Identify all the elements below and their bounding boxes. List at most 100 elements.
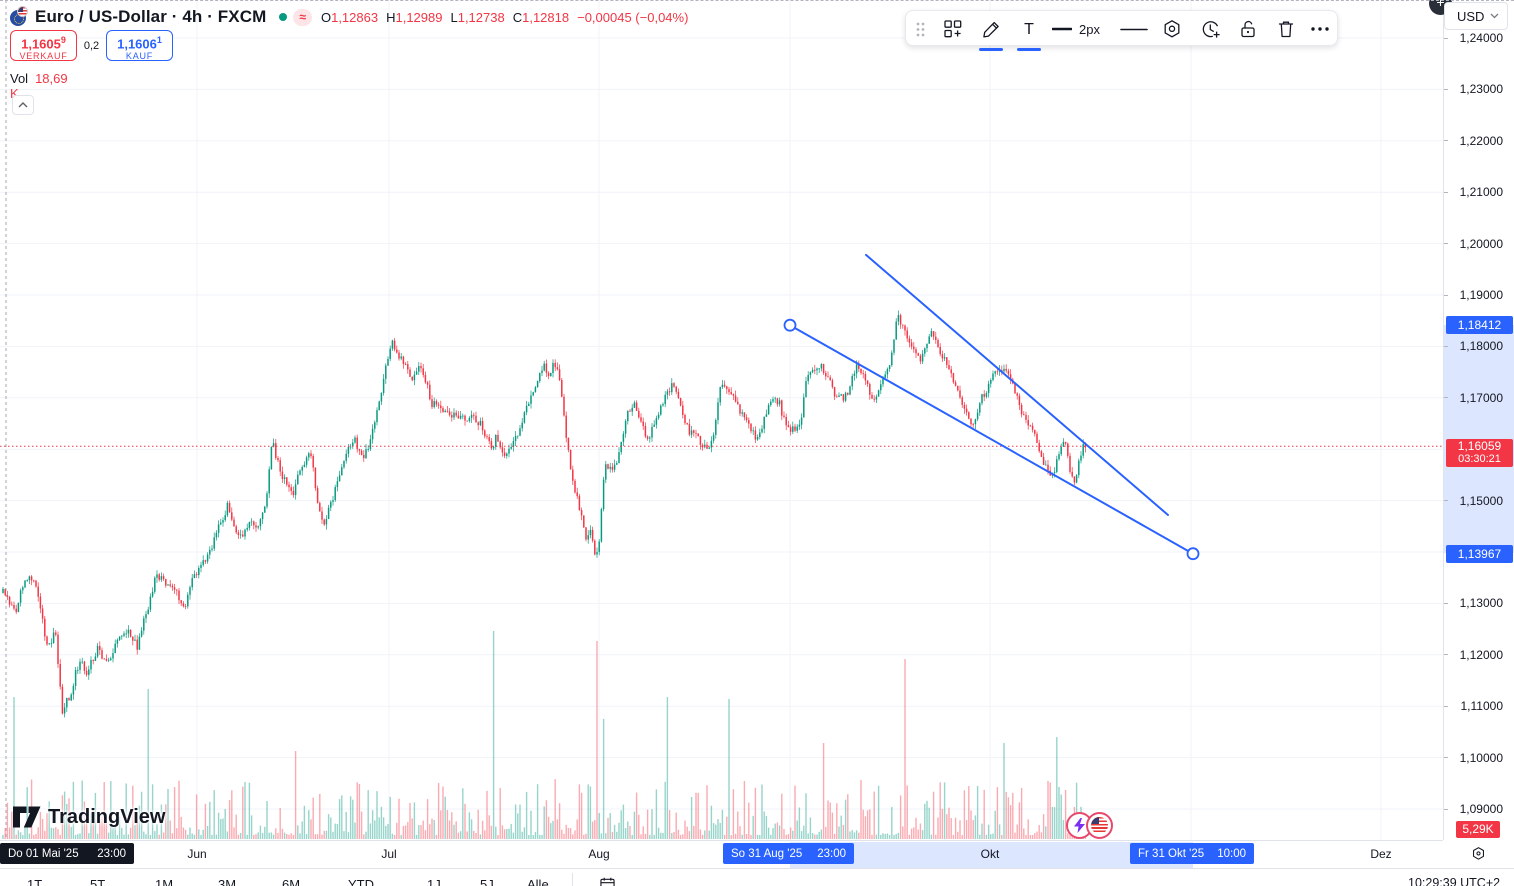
range-button-5j[interactable]: 5J: [480, 877, 494, 886]
line-style-button[interactable]: [1114, 11, 1154, 47]
settings-button[interactable]: [1154, 11, 1190, 47]
vline-time: 23:00: [97, 847, 126, 860]
buy-button[interactable]: 1,16061 KAUF: [106, 30, 173, 61]
ohlc-o: O1,12863: [320, 9, 379, 25]
volume-indicator-value: 18,69 K: [10, 71, 68, 101]
capture-dashed-top-edge: [0, 0, 1514, 1]
price-axis-label: 1,13000: [1459, 596, 1503, 611]
drawing-anchor-handle[interactable]: [1186, 547, 1200, 561]
price-axis-tick: [1444, 602, 1448, 604]
drawing-high-price-label: 1,18412: [1446, 316, 1513, 335]
price-axis-tick: [1444, 757, 1448, 759]
price-axis-label: 1,17000: [1459, 390, 1503, 405]
ohlc-change: −0,00045 (−0,04%): [577, 9, 689, 25]
go-to-date-calendar-icon[interactable]: [600, 877, 615, 886]
candles: [2, 310, 1087, 718]
gear-nut-icon: [1164, 20, 1180, 38]
time-axis-drawing-range-highlight: [790, 842, 1193, 868]
vertical-line-time-label: Do 01 Mai '25 23:00: [0, 843, 134, 864]
add-alert-button[interactable]: [1192, 11, 1228, 47]
drawing-low-price-label: 1,13967: [1446, 544, 1513, 563]
buy-price: 1,1606: [117, 36, 157, 52]
tradingview-mark-icon: [13, 806, 41, 828]
price-axis-label: 1,23000: [1459, 82, 1503, 97]
range-button-1j[interactable]: 1J: [427, 877, 441, 886]
price-axis-label: 1,11000: [1460, 699, 1504, 714]
event-us-flag-icon[interactable]: [1086, 812, 1113, 839]
template-icon: [944, 20, 962, 38]
time-axis[interactable]: Do 01 Mai '25 23:00 So 31 Aug '25 23:00 …: [0, 840, 1514, 868]
vline-date: Do 01 Mai '25: [8, 847, 79, 860]
drawing-anchor-handle[interactable]: [783, 318, 797, 332]
svg-text:T: T: [1024, 21, 1034, 38]
ohlc-l: L1,12738: [450, 9, 505, 25]
price-axis-drawing-range-highlight: [1444, 325, 1514, 553]
lock-button[interactable]: [1230, 11, 1266, 47]
drawing-anchor1-time-label: So 31 Aug '25 23:00: [723, 843, 854, 864]
anchor1-date: So 31 Aug '25: [731, 847, 803, 860]
anchor2-date: Fr 31 Okt '25: [1138, 847, 1205, 860]
tradingview-logo[interactable]: TradingView: [13, 804, 165, 830]
eurusd-pair-icon[interactable]: [10, 6, 28, 26]
price-axis-label: 1,22000: [1459, 133, 1503, 148]
price-axis[interactable]: 1,18412 1,16059 03:30:21 1,13967 5,29K 1…: [1443, 0, 1514, 840]
market-open-dot: [279, 13, 288, 21]
pencil-icon: [982, 21, 999, 38]
delete-button[interactable]: [1268, 11, 1304, 47]
price-axis-label: 1,21000: [1459, 185, 1503, 200]
line-width-value: 2px: [1079, 21, 1100, 37]
price-axis-tick: [1444, 705, 1448, 707]
volume-indicator-label[interactable]: Vol: [10, 71, 29, 86]
price-axis-tick: [1444, 37, 1448, 39]
price-axis-label: 1,12000: [1459, 647, 1503, 662]
price-axis-tick: [1444, 808, 1448, 810]
range-button-1m[interactable]: 1M: [155, 877, 174, 886]
currency-selector[interactable]: USD: [1444, 2, 1508, 30]
text-color-button[interactable]: T: [1012, 11, 1046, 51]
buy-label: KAUF: [125, 51, 154, 62]
bottom-bar-divider: [572, 873, 573, 886]
price-chart[interactable]: [0, 0, 1443, 840]
ohlc-c: C1,12818: [512, 9, 570, 25]
time-axis-month-label: Jul: [381, 847, 397, 861]
range-button-6m[interactable]: 6M: [282, 877, 301, 886]
drag-dots-icon: [916, 22, 924, 36]
anchor1-time: 23:00: [817, 847, 846, 860]
sell-price: 1,1605: [21, 36, 61, 52]
time-axis-month-label: Aug: [588, 847, 610, 861]
chevron-down-icon: [1490, 13, 1499, 19]
color-pencil-button[interactable]: [974, 11, 1008, 51]
axis-settings-nut-icon: [1473, 847, 1484, 860]
range-button-ytd[interactable]: YTD: [348, 877, 374, 886]
ohlc-h: H1,12989: [386, 9, 443, 25]
more-options-button[interactable]: [1304, 11, 1336, 47]
price-axis-tick: [1444, 140, 1448, 142]
text-active-indicator: [1017, 48, 1041, 51]
range-button-3m[interactable]: 3M: [218, 877, 237, 886]
clock-timezone[interactable]: 10:29:39 UTC+2: [1408, 876, 1501, 886]
collapse-legend-button[interactable]: [12, 95, 34, 115]
symbol-title[interactable]: Euro / US-Dollar · 4h · FXCM: [35, 7, 267, 26]
trend-line-1[interactable]: [865, 253, 1169, 516]
range-button-1t[interactable]: 1T: [27, 877, 43, 886]
drawing-toolbar: T 2px: [905, 10, 1338, 51]
us-flag-icon: [17, 6, 28, 17]
range-button-alle[interactable]: Alle: [527, 877, 549, 886]
adjusted-data-badge[interactable]: ≈: [293, 8, 312, 26]
template-button[interactable]: [936, 11, 970, 47]
clock-plus-icon: [1202, 20, 1220, 38]
trend-line-2[interactable]: [783, 318, 1200, 561]
axis-settings-corner[interactable]: [1443, 840, 1514, 867]
range-button-5t[interactable]: 5T: [90, 877, 106, 886]
ohlc-values: O1,12863 H1,12989 L1,12738 C1,12818 −0,00045…: [321, 10, 688, 25]
unlock-icon: [1241, 20, 1255, 38]
price-axis-tick: [1444, 654, 1448, 656]
line-width-button[interactable]: 2px: [1046, 11, 1106, 47]
price-axis-label: 1,19000: [1459, 288, 1503, 302]
trash-icon: [1278, 21, 1294, 38]
bottom-toolbar: 10:29:39 UTC+2 1T 5T 1M 3M 6M YTD 1J 5J Alle: [0, 868, 1514, 886]
toolbar-drag-handle[interactable]: [910, 11, 930, 47]
current-price-value: 1,16059: [1457, 439, 1502, 454]
sell-button[interactable]: 1,16059 VERKAUF: [10, 30, 77, 61]
volume-axis-label: 5,29K: [1456, 821, 1500, 838]
